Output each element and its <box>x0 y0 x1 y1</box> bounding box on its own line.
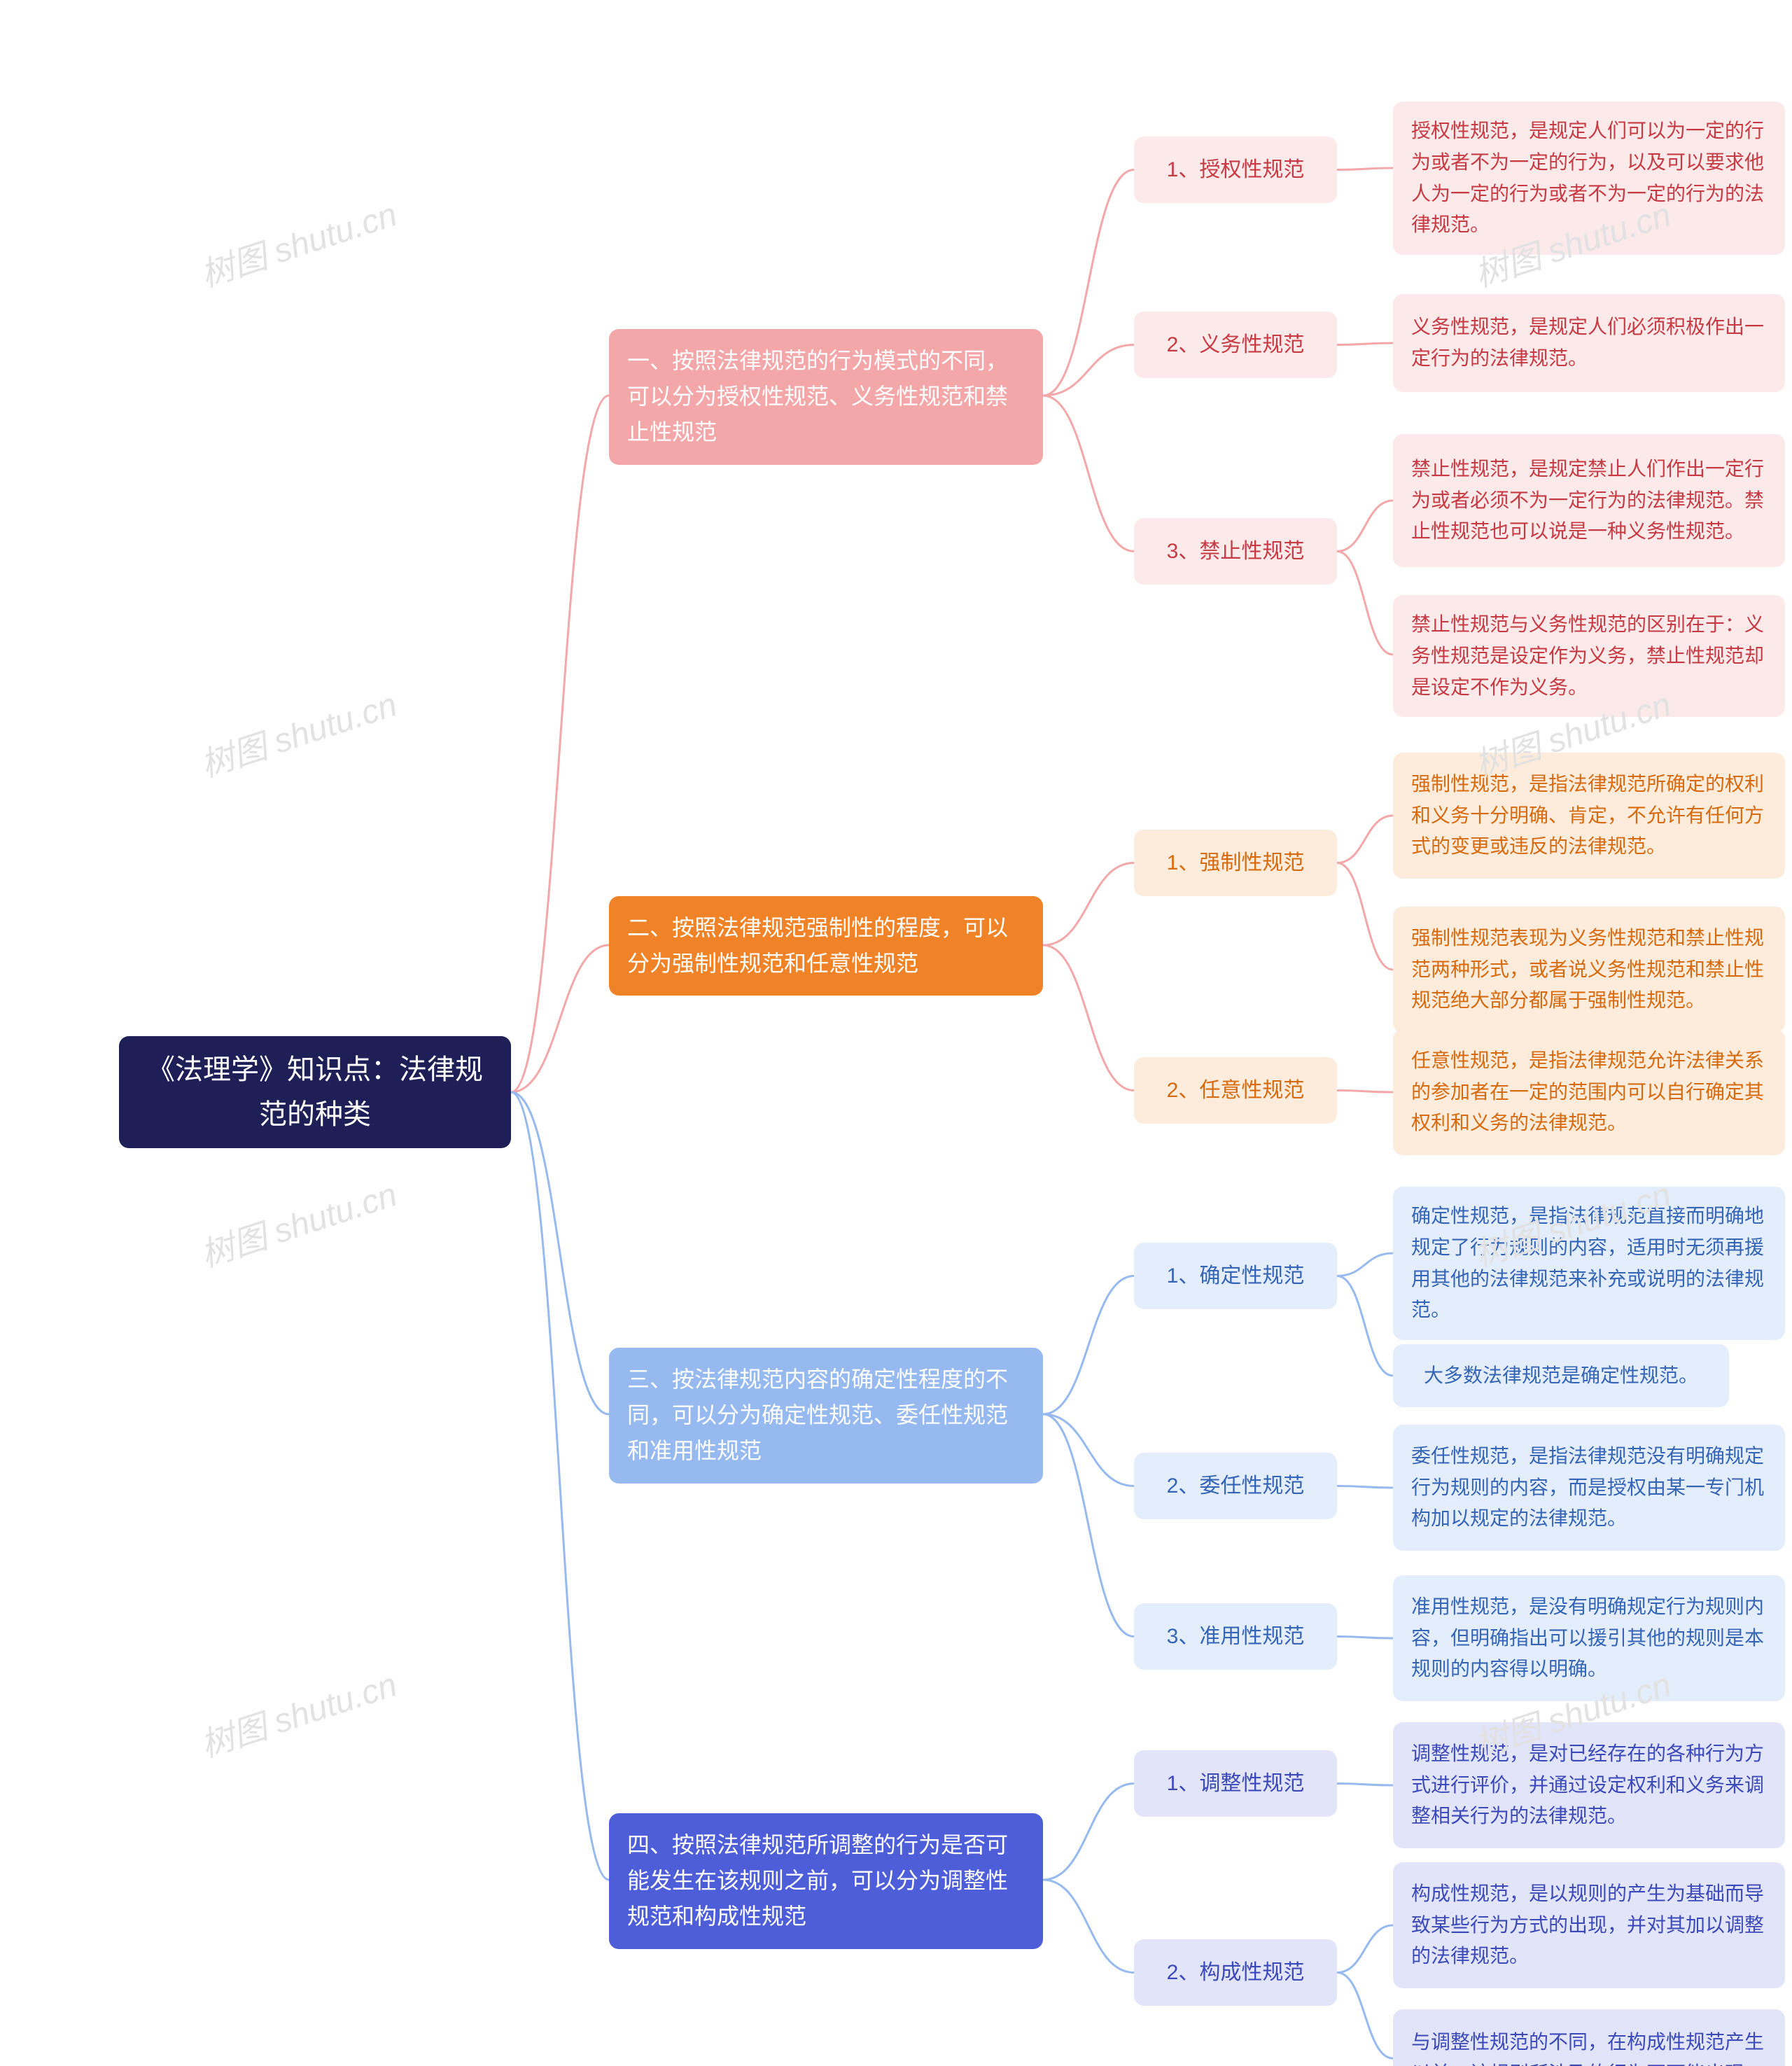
connector <box>1043 1784 1134 1880</box>
watermark: 树图 shutu.cn <box>193 187 402 296</box>
connector <box>1337 1276 1393 1376</box>
branch-3-child-1: 1、确定性规范 <box>1134 1243 1337 1309</box>
branch-1-child-1: 1、授权性规范 <box>1134 137 1337 203</box>
connector <box>1043 170 1134 396</box>
connector <box>511 1092 609 1414</box>
connector <box>1043 345 1134 396</box>
connector <box>1337 1973 1393 2059</box>
branch-3-child-3: 3、准用性规范 <box>1134 1603 1337 1670</box>
branch-4-child-2-leaf-2: 与调整性规范的不同，在构成性规范产生以前，该规则所涉及的行为不可能出现。 <box>1393 2009 1785 2066</box>
connector <box>511 945 609 1092</box>
connector <box>1337 1091 1393 1093</box>
branch-3-child-2: 2、委任性规范 <box>1134 1453 1337 1519</box>
connector <box>1337 863 1393 970</box>
connector <box>1337 1925 1393 1973</box>
connector <box>1337 1637 1393 1639</box>
branch-2-child-2: 2、任意性规范 <box>1134 1057 1337 1124</box>
connector <box>1337 552 1393 655</box>
branch-2-child-1: 1、强制性规范 <box>1134 830 1337 896</box>
connector <box>511 396 609 1092</box>
branch-4-child-1-leaf-1: 调整性规范，是对已经存在的各种行为方式进行评价，并通过设定权利和义务来调整相关行… <box>1393 1722 1785 1848</box>
connector <box>1337 1784 1393 1786</box>
branch-3-child-1-leaf-2: 大多数法律规范是确定性规范。 <box>1393 1344 1729 1407</box>
branch-1-child-3: 3、禁止性规范 <box>1134 518 1337 585</box>
connector <box>1337 816 1393 863</box>
branch-1: 一、按照法律规范的行为模式的不同，可以分为授权性规范、义务性规范和禁止性规范 <box>609 329 1043 465</box>
branch-4-child-1: 1、调整性规范 <box>1134 1750 1337 1817</box>
root-node: 《法理学》知识点：法律规范的种类 <box>119 1036 511 1148</box>
branch-1-child-3-leaf-1: 禁止性规范，是规定禁止人们作出一定行为或者必须不为一定行为的法律规范。禁止性规范… <box>1393 434 1785 567</box>
branch-2-child-1-leaf-1: 强制性规范，是指法律规范所确定的权利和义务十分明确、肯定，不允许有任何方式的变更… <box>1393 753 1785 879</box>
watermark: 树图 shutu.cn <box>193 1657 402 1766</box>
connector <box>1337 1253 1393 1276</box>
branch-4-child-2-leaf-1: 构成性规范，是以规则的产生为基础而导致某些行为方式的出现，并对其加以调整的法律规… <box>1393 1862 1785 1988</box>
branch-4-child-2: 2、构成性规范 <box>1134 1939 1337 2006</box>
watermark: 树图 shutu.cn <box>193 677 402 786</box>
branch-3-child-1-leaf-1: 确定性规范，是指法律规范直接而明确地规定了行为规则的内容，适用时无须再援用其他的… <box>1393 1187 1785 1340</box>
connector <box>1043 945 1134 1091</box>
branch-1-child-3-leaf-2: 禁止性规范与义务性规范的区别在于：义务性规范是设定作为义务，禁止性规范却是设定不… <box>1393 595 1785 717</box>
connector <box>1043 396 1134 552</box>
branch-1-child-2: 2、义务性规范 <box>1134 312 1337 378</box>
connector <box>1043 1414 1134 1486</box>
branch-2-child-2-leaf-1: 任意性规范，是指法律规范允许法律关系的参加者在一定的范围内可以自行确定其权利和义… <box>1393 1029 1785 1155</box>
branch-2: 二、按照法律规范强制性的程度，可以分为强制性规范和任意性规范 <box>609 896 1043 996</box>
branch-3-child-2-leaf-1: 委任性规范，是指法律规范没有明确规定行为规则的内容，而是授权由某一专门机构加以规… <box>1393 1425 1785 1551</box>
watermark: 树图 shutu.cn <box>193 1167 402 1276</box>
connector <box>1337 168 1393 170</box>
connector <box>1337 1486 1393 1488</box>
branch-2-child-1-leaf-2: 强制性规范表现为义务性规范和禁止性规范两种形式，或者说义务性规范和禁止性规范绝大… <box>1393 907 1785 1033</box>
branch-4: 四、按照法律规范所调整的行为是否可能发生在该规则之前，可以分为调整性规范和构成性… <box>609 1813 1043 1949</box>
connector <box>1043 1276 1134 1415</box>
branch-1-child-2-leaf-1: 义务性规范，是规定人们必须积极作出一定行为的法律规范。 <box>1393 294 1785 392</box>
branch-3: 三、按法律规范内容的确定性程度的不同，可以分为确定性规范、委任性规范和准用性规范 <box>609 1348 1043 1484</box>
connector <box>1043 1414 1134 1637</box>
connector <box>1043 863 1134 946</box>
branch-1-child-1-leaf-1: 授权性规范，是规定人们可以为一定的行为或者不为一定的行为，以及可以要求他人为一定… <box>1393 102 1785 255</box>
connector <box>511 1092 609 1880</box>
connector <box>1337 343 1393 345</box>
branch-3-child-3-leaf-1: 准用性规范，是没有明确规定行为规则内容，但明确指出可以援引其他的规则是本规则的内… <box>1393 1575 1785 1701</box>
connector <box>1337 501 1393 552</box>
connector <box>1043 1880 1134 1973</box>
